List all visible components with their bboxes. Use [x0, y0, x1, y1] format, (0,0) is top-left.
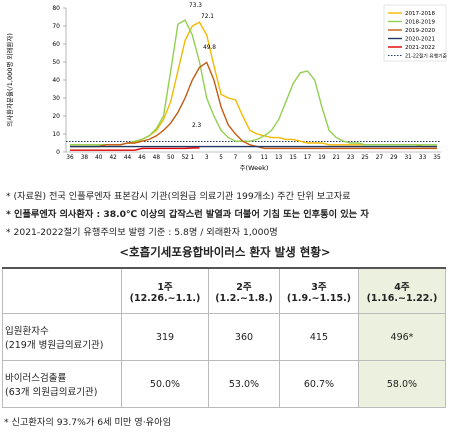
x-tick-label: 40: [95, 155, 103, 161]
x-tick-label: 15: [289, 155, 297, 161]
annotation: 2.3: [192, 123, 202, 129]
y-tick-label: 40: [52, 77, 60, 84]
row-label-text: (219개 병원급의료기관): [5, 340, 104, 351]
y-tick-label: 60: [52, 41, 60, 48]
y-tick-label: 0: [56, 149, 60, 156]
x-tick-label: 42: [109, 155, 117, 161]
annotation: 72.1: [201, 14, 214, 20]
table-cell: 360: [208, 313, 280, 361]
header-cell: 4주 (1.16.~1.22.): [357, 267, 447, 314]
header-cell: [2, 267, 122, 314]
header-text: 1주: [157, 281, 173, 293]
x-tick-label: 27: [376, 155, 384, 161]
row-label-text: (63개 의원급의료기관): [5, 387, 98, 398]
x-tick-label: 13: [275, 155, 283, 161]
legend-label: 2021-2022: [405, 45, 435, 51]
x-tick-label: 7: [234, 155, 238, 161]
header-text: (1.2.~1.8.): [215, 292, 273, 304]
x-tick-label: 31: [405, 155, 413, 161]
x-axis-title: 주(Week): [240, 164, 269, 172]
header-text: (1.16.~1.22.): [366, 292, 438, 304]
row-label-text: 입원환자수: [5, 326, 49, 337]
header-text: 4주: [394, 281, 410, 293]
legend: 2017-2018 2018-2019 2019-2020 2020-2021 2021…: [383, 4, 448, 62]
chart: 의사환자분율(/1,000명 외래환자) 주(Week) 0 10 20 30 40 50…: [5, 3, 448, 172]
x-tick-label: 36: [66, 155, 74, 161]
x-tick-label: 48: [153, 155, 161, 161]
y-tick-label: 70: [52, 23, 60, 30]
note: * (자료원) 전국 인플루엔자 표본감시 기관(의원급 의료기관 199개소)…: [6, 191, 351, 202]
x-tick-label: 17: [304, 155, 312, 161]
table-cell: 60.7%: [278, 360, 359, 408]
annotation: 73.3: [189, 3, 202, 9]
table-cell: 415: [278, 313, 359, 361]
y-tick-label: 30: [52, 95, 60, 102]
table-cell: 319: [121, 313, 209, 361]
row-label: 바이러스검출률 (63개 의원급의료기관): [2, 360, 122, 408]
x-tick-label: 44: [124, 155, 132, 161]
x-tick-label: 1: [190, 155, 194, 161]
note: * 인플루엔자 의사환자 : 38.0℃ 이상의 갑작스런 발열과 더불어 기침…: [6, 209, 369, 220]
x-tick-label: 52: [181, 155, 189, 161]
y-tick-label: 10: [52, 131, 60, 138]
header-cell: 2주 (1.2.~1.8.): [208, 267, 280, 314]
legend-label: 2018-2019: [405, 20, 435, 26]
x-tick-label: 29: [390, 155, 398, 161]
x-tick-label: 9: [248, 155, 252, 161]
header-row: 1주 (12.26.~1.1.) 2주 (1.2.~1.8.) 3주 (1.9.~1.15…: [2, 267, 447, 314]
table-row: 입원환자수 (219개 병원급의료기관) 319 360 415 496*: [2, 313, 447, 361]
x-tick-label: 21: [333, 155, 341, 161]
table: 1주 (12.26.~1.1.) 2주 (1.2.~1.8.) 3주 (1.9.~1.15…: [2, 267, 447, 408]
x-tick-label: 11: [261, 155, 269, 161]
x-tick-label: 25: [361, 155, 369, 161]
x-tick-label: 3: [205, 155, 209, 161]
x-tick-label: 35: [433, 155, 441, 161]
table-cell: 53.0%: [208, 360, 280, 408]
table-cell: 496*: [357, 313, 447, 361]
table-title: <호흡기세포융합바이러스 환자 발생 현황>: [119, 245, 331, 259]
table-cell: 50.0%: [121, 360, 209, 408]
legend-label: 21-22절기 유행기준: [405, 53, 448, 60]
annotation: 49.8: [203, 45, 216, 51]
header-text: 3주: [311, 281, 327, 293]
legend-label: 2017-2018: [405, 11, 435, 17]
header-text: (1.9.~1.15.): [286, 292, 352, 304]
footnote: * 신고환자의 93.7%가 6세 미만 영·유아임: [4, 417, 172, 428]
table-row: 바이러스검출률 (63개 의원급의료기관) 50.0% 53.0% 60.7% 58.0%: [2, 360, 447, 408]
series-line: [70, 19, 437, 146]
series-line: [70, 147, 200, 151]
x-tick-label: 33: [419, 155, 427, 161]
x-tick-label: 19: [318, 155, 326, 161]
y-tick-label: 80: [52, 5, 60, 12]
header-text: (12.26.~1.1.): [129, 292, 201, 304]
y-axis-title: 의사환자분율(/1,000명 외래환자): [5, 33, 14, 127]
series-line: [70, 21, 437, 148]
y-tick-label: 20: [52, 113, 60, 120]
x-tick-label: 23: [347, 155, 355, 161]
legend-box: [383, 4, 447, 62]
note: * 2021-2022절기 유행주의보 발령 기준 : 5.8명 / 외래환자 …: [6, 227, 278, 238]
header-text: 2주: [236, 281, 252, 293]
series-line: [70, 61, 437, 150]
header-cell: 3주 (1.9.~1.15.): [278, 267, 359, 314]
legend-label: 2019-2020: [405, 28, 435, 34]
y-tick-label: 50: [52, 59, 60, 66]
table-cell: 58.0%: [357, 360, 447, 408]
x-tick-label: 50: [167, 155, 175, 161]
x-tick-label: 5: [219, 155, 223, 161]
x-tick-label: 46: [138, 155, 146, 161]
legend-label: 2020-2021: [405, 37, 435, 43]
header-cell: 1주 (12.26.~1.1.): [121, 267, 209, 314]
row-label: 입원환자수 (219개 병원급의료기관): [2, 313, 122, 361]
row-label-text: 바이러스검출률: [5, 373, 67, 384]
x-tick-label: 38: [81, 155, 89, 161]
